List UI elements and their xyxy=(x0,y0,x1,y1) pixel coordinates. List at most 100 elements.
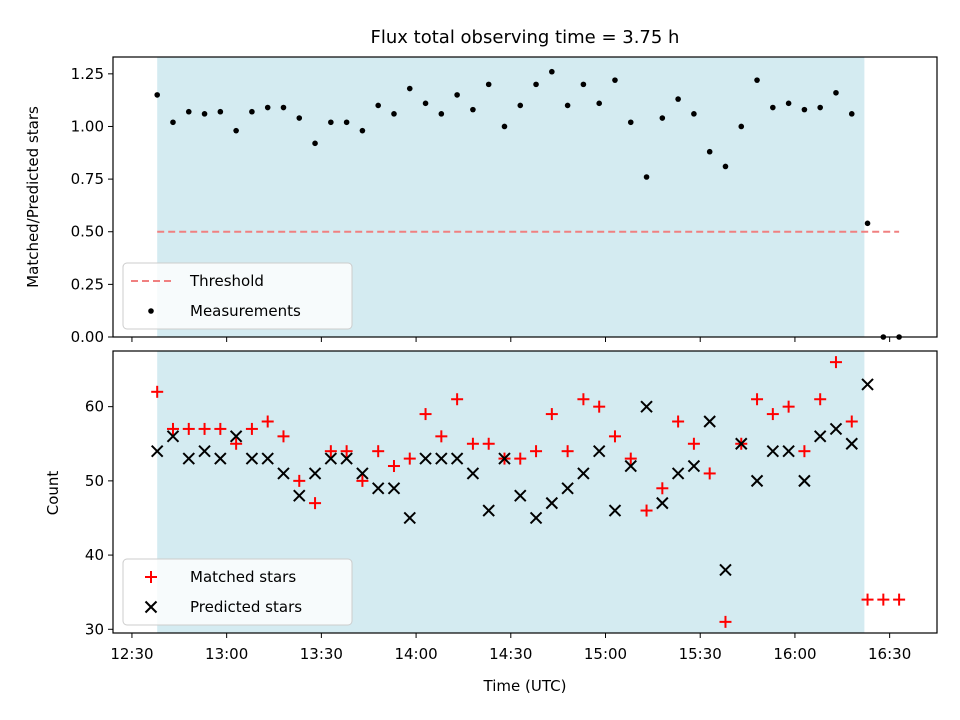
bottom-matched-point xyxy=(577,393,590,406)
bottom-predicted-point xyxy=(798,474,811,488)
measurement-point xyxy=(612,77,618,83)
bottom-matched-point xyxy=(798,445,811,458)
measurement-point xyxy=(754,77,760,83)
measurement-point xyxy=(454,92,460,98)
bottom-y-tick-label: 30 xyxy=(85,620,104,638)
measurement-point xyxy=(596,100,602,107)
legend-dot-swatch xyxy=(148,308,154,314)
x-tick-label: 16:00 xyxy=(773,645,816,663)
bottom-matched-point xyxy=(324,445,337,458)
top-legend-box xyxy=(122,262,353,330)
x-marker-b xyxy=(545,496,559,510)
measurement-point xyxy=(848,111,855,117)
measurement-point xyxy=(485,81,492,88)
top-axes-frame xyxy=(112,56,938,338)
bottom-predicted-point xyxy=(766,444,780,458)
bottom-legend: Matched stars Predicted stars xyxy=(122,558,353,626)
legend-label: Predicted stars xyxy=(190,598,302,616)
x-tick-label: 15:00 xyxy=(584,645,627,663)
bottom-predicted-point xyxy=(671,467,685,480)
bottom-predicted-point xyxy=(687,459,701,473)
bottom-matched-point xyxy=(656,482,669,495)
x-marker-b xyxy=(687,459,701,473)
x-marker-b xyxy=(261,452,274,465)
x-marker-b xyxy=(419,452,432,465)
x-marker-b xyxy=(750,474,764,488)
measurement-point xyxy=(375,102,381,109)
bottom-matched-point xyxy=(214,422,227,435)
bottom-matched-point xyxy=(814,393,827,406)
x-tick-label: 14:00 xyxy=(394,645,437,663)
measurement-point xyxy=(154,92,160,98)
bottom-predicted-point xyxy=(450,452,464,465)
bottom-matched-point xyxy=(182,422,195,435)
bottom-panel: 30 40 50 60 12:30 13:00 13:30 14:00 14:30 15:00 15… xyxy=(85,350,938,663)
bottom-predicted-point xyxy=(813,430,827,443)
bottom-predicted-point xyxy=(356,467,369,480)
bottom-matched-point xyxy=(293,474,306,487)
x-marker-b xyxy=(245,452,259,465)
bottom-predicted-point xyxy=(293,489,306,502)
x-marker-b xyxy=(766,444,780,458)
bottom-predicted-point xyxy=(545,496,559,510)
x-marker-b xyxy=(214,452,227,465)
bottom-matched-point xyxy=(861,593,874,606)
bottom-matched-point xyxy=(845,415,858,428)
bottom-legend-box xyxy=(122,558,353,626)
bottom-matched-point xyxy=(530,445,543,458)
x-marker-b xyxy=(356,467,369,480)
bottom-predicted-point xyxy=(261,452,274,465)
x-tick-label: 16:30 xyxy=(868,645,911,663)
bottom-matched-point xyxy=(545,408,558,421)
bottom-matched-point xyxy=(829,356,842,369)
x-tick-label: 12:30 xyxy=(110,645,153,663)
measurement-point xyxy=(517,102,524,109)
x-marker-b xyxy=(466,467,480,480)
measurement-point xyxy=(580,81,587,88)
bottom-predicted-point xyxy=(861,378,874,391)
bottom-predicted-point xyxy=(466,467,480,480)
measurement-point xyxy=(564,102,571,109)
measurement-point xyxy=(722,163,729,170)
top-y-tick-label: 1.00 xyxy=(71,117,104,135)
bottom-matched-point xyxy=(403,452,416,465)
x-marker-b xyxy=(293,489,306,502)
x-marker-b xyxy=(703,415,716,428)
x-tick-label: 13:30 xyxy=(300,645,343,663)
legend-label: Threshold xyxy=(189,272,264,290)
x-marker-b xyxy=(277,467,290,480)
bottom-matched-point xyxy=(261,415,274,428)
top-panel: 0.00 0.25 0.50 0.75 1.00 1.25 Threshold Measure… xyxy=(71,56,938,346)
top-y-tick-label: 0.75 xyxy=(71,170,104,188)
measurement-point xyxy=(706,148,713,155)
bottom-matched-point xyxy=(593,400,606,413)
x-marker-b xyxy=(198,444,211,458)
measurement-point xyxy=(328,119,334,126)
bottom-predicted-point xyxy=(640,400,653,413)
measurement-point xyxy=(391,111,397,117)
measurement-point xyxy=(785,100,792,107)
x-marker-b xyxy=(403,511,416,525)
bottom-predicted-point xyxy=(435,452,448,465)
x-marker-b xyxy=(829,422,843,436)
top-y-axis-label: Matched/Predicted stars xyxy=(24,106,42,288)
bottom-matched-point xyxy=(230,437,243,450)
measurement-point xyxy=(201,111,208,117)
bottom-axes-frame xyxy=(112,350,938,634)
bottom-predicted-point xyxy=(735,437,748,450)
bottom-matched-point xyxy=(624,452,637,465)
measurement-point xyxy=(627,119,634,126)
measurement-point xyxy=(470,106,476,113)
bottom-matched-point xyxy=(277,430,290,443)
bottom-matched-point xyxy=(340,445,353,458)
x-axis-label: Time (UTC) xyxy=(483,677,567,695)
top-y-tick-label: 0.25 xyxy=(71,275,104,293)
top-y-tick-label: 1.25 xyxy=(71,65,104,83)
bottom-predicted-point xyxy=(624,459,637,473)
bottom-predicted-point xyxy=(166,430,180,443)
x-marker-b xyxy=(182,452,195,465)
bottom-matched-point xyxy=(640,504,653,517)
measurement-point xyxy=(770,104,776,111)
measurement-point xyxy=(533,81,539,88)
